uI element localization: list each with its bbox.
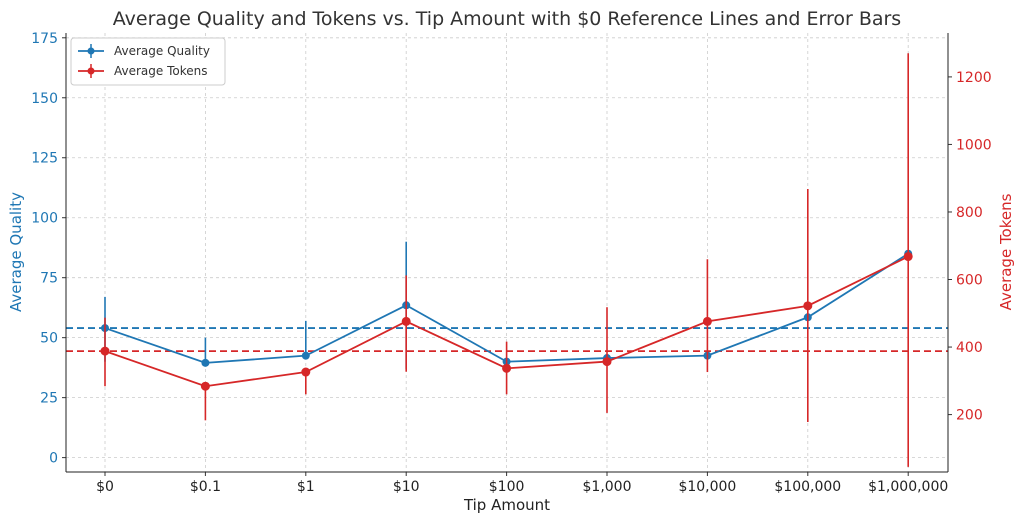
data-point-tokens — [903, 252, 913, 262]
data-point-tokens — [602, 357, 612, 367]
y-left-tick-label: 175 — [31, 31, 58, 47]
y-left-tick-label: 125 — [31, 151, 58, 167]
y-right-tick-label: 1200 — [956, 70, 992, 86]
y-left-tick-label: 75 — [40, 271, 58, 287]
y-right-tick-label: 600 — [956, 273, 983, 289]
legend-quality-marker — [87, 47, 95, 55]
legend-tokens-marker — [87, 67, 95, 75]
x-tick-label: $0.1 — [190, 479, 221, 495]
data-point-tokens — [401, 316, 411, 326]
y-right-tick-label: 200 — [956, 408, 983, 424]
data-point-quality — [201, 358, 210, 367]
axes — [62, 33, 952, 476]
tick-labels: $0 $0.1 $1 $10 $100 $1,000 $10,000 $100,000 $1,0… — [31, 31, 991, 495]
x-tick-label: $10,000 — [678, 479, 736, 495]
y-left-tick-label: 0 — [49, 451, 58, 467]
y-left-tick-label: 100 — [31, 211, 58, 227]
data-point-tokens — [502, 363, 512, 373]
data-point-tokens — [200, 381, 210, 391]
y-axis-left-label: Average Quality — [7, 192, 25, 312]
legend-box — [70, 37, 226, 86]
data-point-tokens — [702, 316, 712, 326]
x-tick-label: $1 — [297, 479, 315, 495]
legend: Average Quality Average Tokens — [70, 37, 226, 86]
data-point-tokens — [100, 346, 110, 356]
y-left-tick-label: 25 — [40, 391, 58, 407]
x-tick-label: $100,000 — [774, 479, 841, 495]
data-point-tokens — [803, 301, 813, 311]
y-right-tick-label: 1000 — [956, 137, 992, 153]
grid — [66, 33, 948, 472]
x-tick-label: $1,000,000 — [868, 479, 948, 495]
data-point-tokens — [301, 367, 311, 377]
x-tick-label: $0 — [96, 479, 114, 495]
x-tick-label: $1,000 — [583, 479, 632, 495]
legend-quality-label: Average Quality — [114, 44, 210, 58]
y-left-tick-label: 50 — [40, 331, 58, 347]
x-axis-label: Tip Amount — [463, 496, 550, 514]
legend-tokens-label: Average Tokens — [114, 64, 208, 78]
series-layer — [100, 53, 913, 467]
x-tick-label: $100 — [489, 479, 525, 495]
y-right-tick-label: 800 — [956, 205, 983, 221]
chart-title: Average Quality and Tokens vs. Tip Amoun… — [113, 8, 901, 30]
series-tokens — [100, 53, 913, 467]
y-left-tick-label: 150 — [31, 91, 58, 107]
x-tick-label: $10 — [393, 479, 420, 495]
y-axis-right-label: Average Tokens — [997, 193, 1015, 310]
y-right-tick-label: 400 — [956, 340, 983, 356]
data-point-quality — [301, 351, 310, 360]
